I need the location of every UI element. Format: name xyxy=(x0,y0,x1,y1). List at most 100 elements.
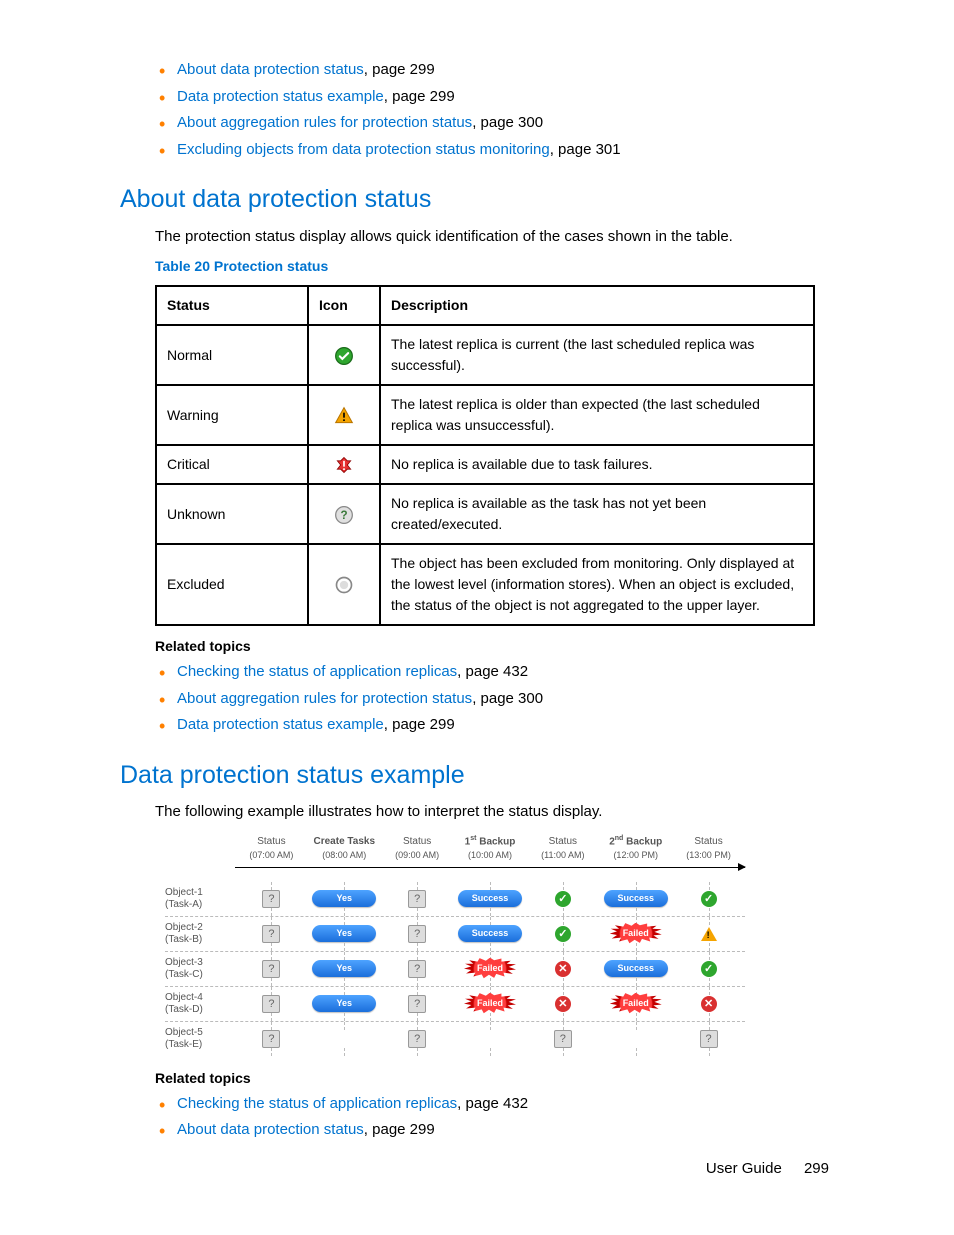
section1-intro: The protection status display allows qui… xyxy=(155,226,834,249)
backup-failed-burst: Failed xyxy=(610,993,662,1015)
diagram-cell: ✓ xyxy=(526,882,599,916)
footer-title: User Guide xyxy=(706,1160,782,1177)
status-cell: Excluded xyxy=(156,544,308,625)
diagram-row: Object-4(Task-D)?Yes?Failed✕Failed✕ xyxy=(165,987,745,1022)
unknown-icon: ? xyxy=(262,960,280,978)
diagram-cell: Yes xyxy=(308,987,381,1021)
diagram-cell: ✕ xyxy=(672,987,745,1021)
list-item: Excluding objects from data protection s… xyxy=(155,139,834,162)
diagram-column-header: Status(13:00 PM) xyxy=(672,834,745,863)
backup-success-pill: Success xyxy=(458,890,522,908)
status-table: Status Icon Description Normal The latest… xyxy=(155,285,815,626)
page-ref: , page 299 xyxy=(364,1121,435,1138)
th-status: Status xyxy=(156,286,308,325)
diagram-cell: ? xyxy=(526,1022,599,1056)
related-list-2: Checking the status of application repli… xyxy=(155,1093,834,1142)
diagram-cell: Success xyxy=(454,917,527,951)
diagram-cell: Success xyxy=(599,952,672,986)
diagram-cell: ? xyxy=(381,987,454,1021)
description-cell: No replica is available as the task has … xyxy=(380,484,814,544)
diagram-cell: ✕ xyxy=(526,987,599,1021)
diagram-cell: ✓ xyxy=(672,882,745,916)
topic-link[interactable]: About aggregation rules for protection s… xyxy=(177,690,472,707)
page-footer: User Guide 299 xyxy=(706,1158,829,1181)
diagram-column-header: Create Tasks(08:00 AM) xyxy=(308,834,381,863)
list-item: About data protection status, page 299 xyxy=(155,59,834,82)
page-ref: , page 299 xyxy=(384,716,455,733)
diagram-cell: ? xyxy=(381,952,454,986)
diagram-cell: ✓ xyxy=(526,917,599,951)
table-row: Normal The latest replica is current (the… xyxy=(156,325,814,385)
diagram-cell: Failed xyxy=(599,917,672,951)
list-item: About data protection status, page 299 xyxy=(155,1119,834,1142)
list-item: Data protection status example, page 299 xyxy=(155,714,834,737)
page-ref: , page 299 xyxy=(384,88,455,105)
timeline-arrow xyxy=(235,867,745,878)
list-item: About aggregation rules for protection s… xyxy=(155,688,834,711)
diagram-column-header: Status(07:00 AM) xyxy=(235,834,308,863)
unknown-icon: ? xyxy=(262,995,280,1013)
diagram-cell: ? xyxy=(381,917,454,951)
diagram-row-label: Object-3(Task-C) xyxy=(165,957,235,981)
backup-failed-burst: Failed xyxy=(610,923,662,945)
unknown-icon: ? xyxy=(408,890,426,908)
topic-link[interactable]: Checking the status of application repli… xyxy=(177,1095,457,1112)
topic-link[interactable]: Data protection status example xyxy=(177,88,384,105)
list-item: Checking the status of application repli… xyxy=(155,1093,834,1116)
create-task-pill: Yes xyxy=(312,925,376,943)
section2-heading: Data protection status example xyxy=(120,759,834,792)
description-cell: The latest replica is current (the last … xyxy=(380,325,814,385)
list-item: Data protection status example, page 299 xyxy=(155,86,834,109)
toc-list: About data protection status, page 299Da… xyxy=(155,59,834,161)
section2-intro: The following example illustrates how to… xyxy=(155,801,834,824)
backup-success-pill: Success xyxy=(604,890,668,908)
status-ok-icon: ✓ xyxy=(555,891,571,907)
page-ref: , page 301 xyxy=(550,141,621,158)
topic-link[interactable]: Excluding objects from data protection s… xyxy=(177,141,550,158)
footer-page-number: 299 xyxy=(804,1160,829,1177)
topic-link[interactable]: About data protection status xyxy=(177,1121,364,1138)
status-cell: Normal xyxy=(156,325,308,385)
table-row: WarningThe latest replica is older than … xyxy=(156,385,814,445)
diagram-cell xyxy=(454,1022,527,1056)
diagram-cell: ? xyxy=(235,917,308,951)
unknown-icon: ? xyxy=(700,1030,718,1048)
create-task-pill: Yes xyxy=(312,960,376,978)
diagram-cell: Failed xyxy=(454,952,527,986)
diagram-column-header: 1st Backup(10:00 AM) xyxy=(454,834,527,863)
topic-link[interactable]: Checking the status of application repli… xyxy=(177,663,457,680)
page-ref: , page 300 xyxy=(472,690,543,707)
table-caption: Table 20 Protection status xyxy=(155,256,834,277)
diagram-row-label: Object-4(Task-D) xyxy=(165,992,235,1016)
status-cell: Warning xyxy=(156,385,308,445)
diagram-cell: Yes xyxy=(308,917,381,951)
page-ref: , page 432 xyxy=(457,1095,528,1112)
unknown-icon: ? xyxy=(408,1030,426,1048)
status-cell: Unknown xyxy=(156,484,308,544)
diagram-cell: Failed xyxy=(599,987,672,1021)
table-header-row: Status Icon Description xyxy=(156,286,814,325)
normal-icon xyxy=(308,325,380,385)
topic-link[interactable]: About data protection status xyxy=(177,61,364,78)
diagram-cell: ? xyxy=(235,952,308,986)
excluded-icon xyxy=(308,544,380,625)
backup-failed-burst: Failed xyxy=(464,993,516,1015)
unknown-icon: ? xyxy=(262,890,280,908)
topic-link[interactable]: Data protection status example xyxy=(177,716,384,733)
related-list-1: Checking the status of application repli… xyxy=(155,661,834,737)
list-item: About aggregation rules for protection s… xyxy=(155,112,834,135)
status-error-icon: ✕ xyxy=(701,996,717,1012)
diagram-cell: Yes xyxy=(308,882,381,916)
th-desc: Description xyxy=(380,286,814,325)
related-topics-heading-2: Related topics xyxy=(155,1068,834,1089)
diagram-cell: ? xyxy=(672,1022,745,1056)
page-ref: , page 432 xyxy=(457,663,528,680)
status-warning-icon xyxy=(701,927,717,941)
diagram-cell: ? xyxy=(381,882,454,916)
status-cell: Critical xyxy=(156,445,308,484)
diagram-row-label: Object-2(Task-B) xyxy=(165,922,235,946)
diagram-row-label: Object-1(Task-A) xyxy=(165,887,235,911)
page-ref: , page 300 xyxy=(472,114,543,131)
backup-failed-burst: Failed xyxy=(464,958,516,980)
topic-link[interactable]: About aggregation rules for protection s… xyxy=(177,114,472,131)
